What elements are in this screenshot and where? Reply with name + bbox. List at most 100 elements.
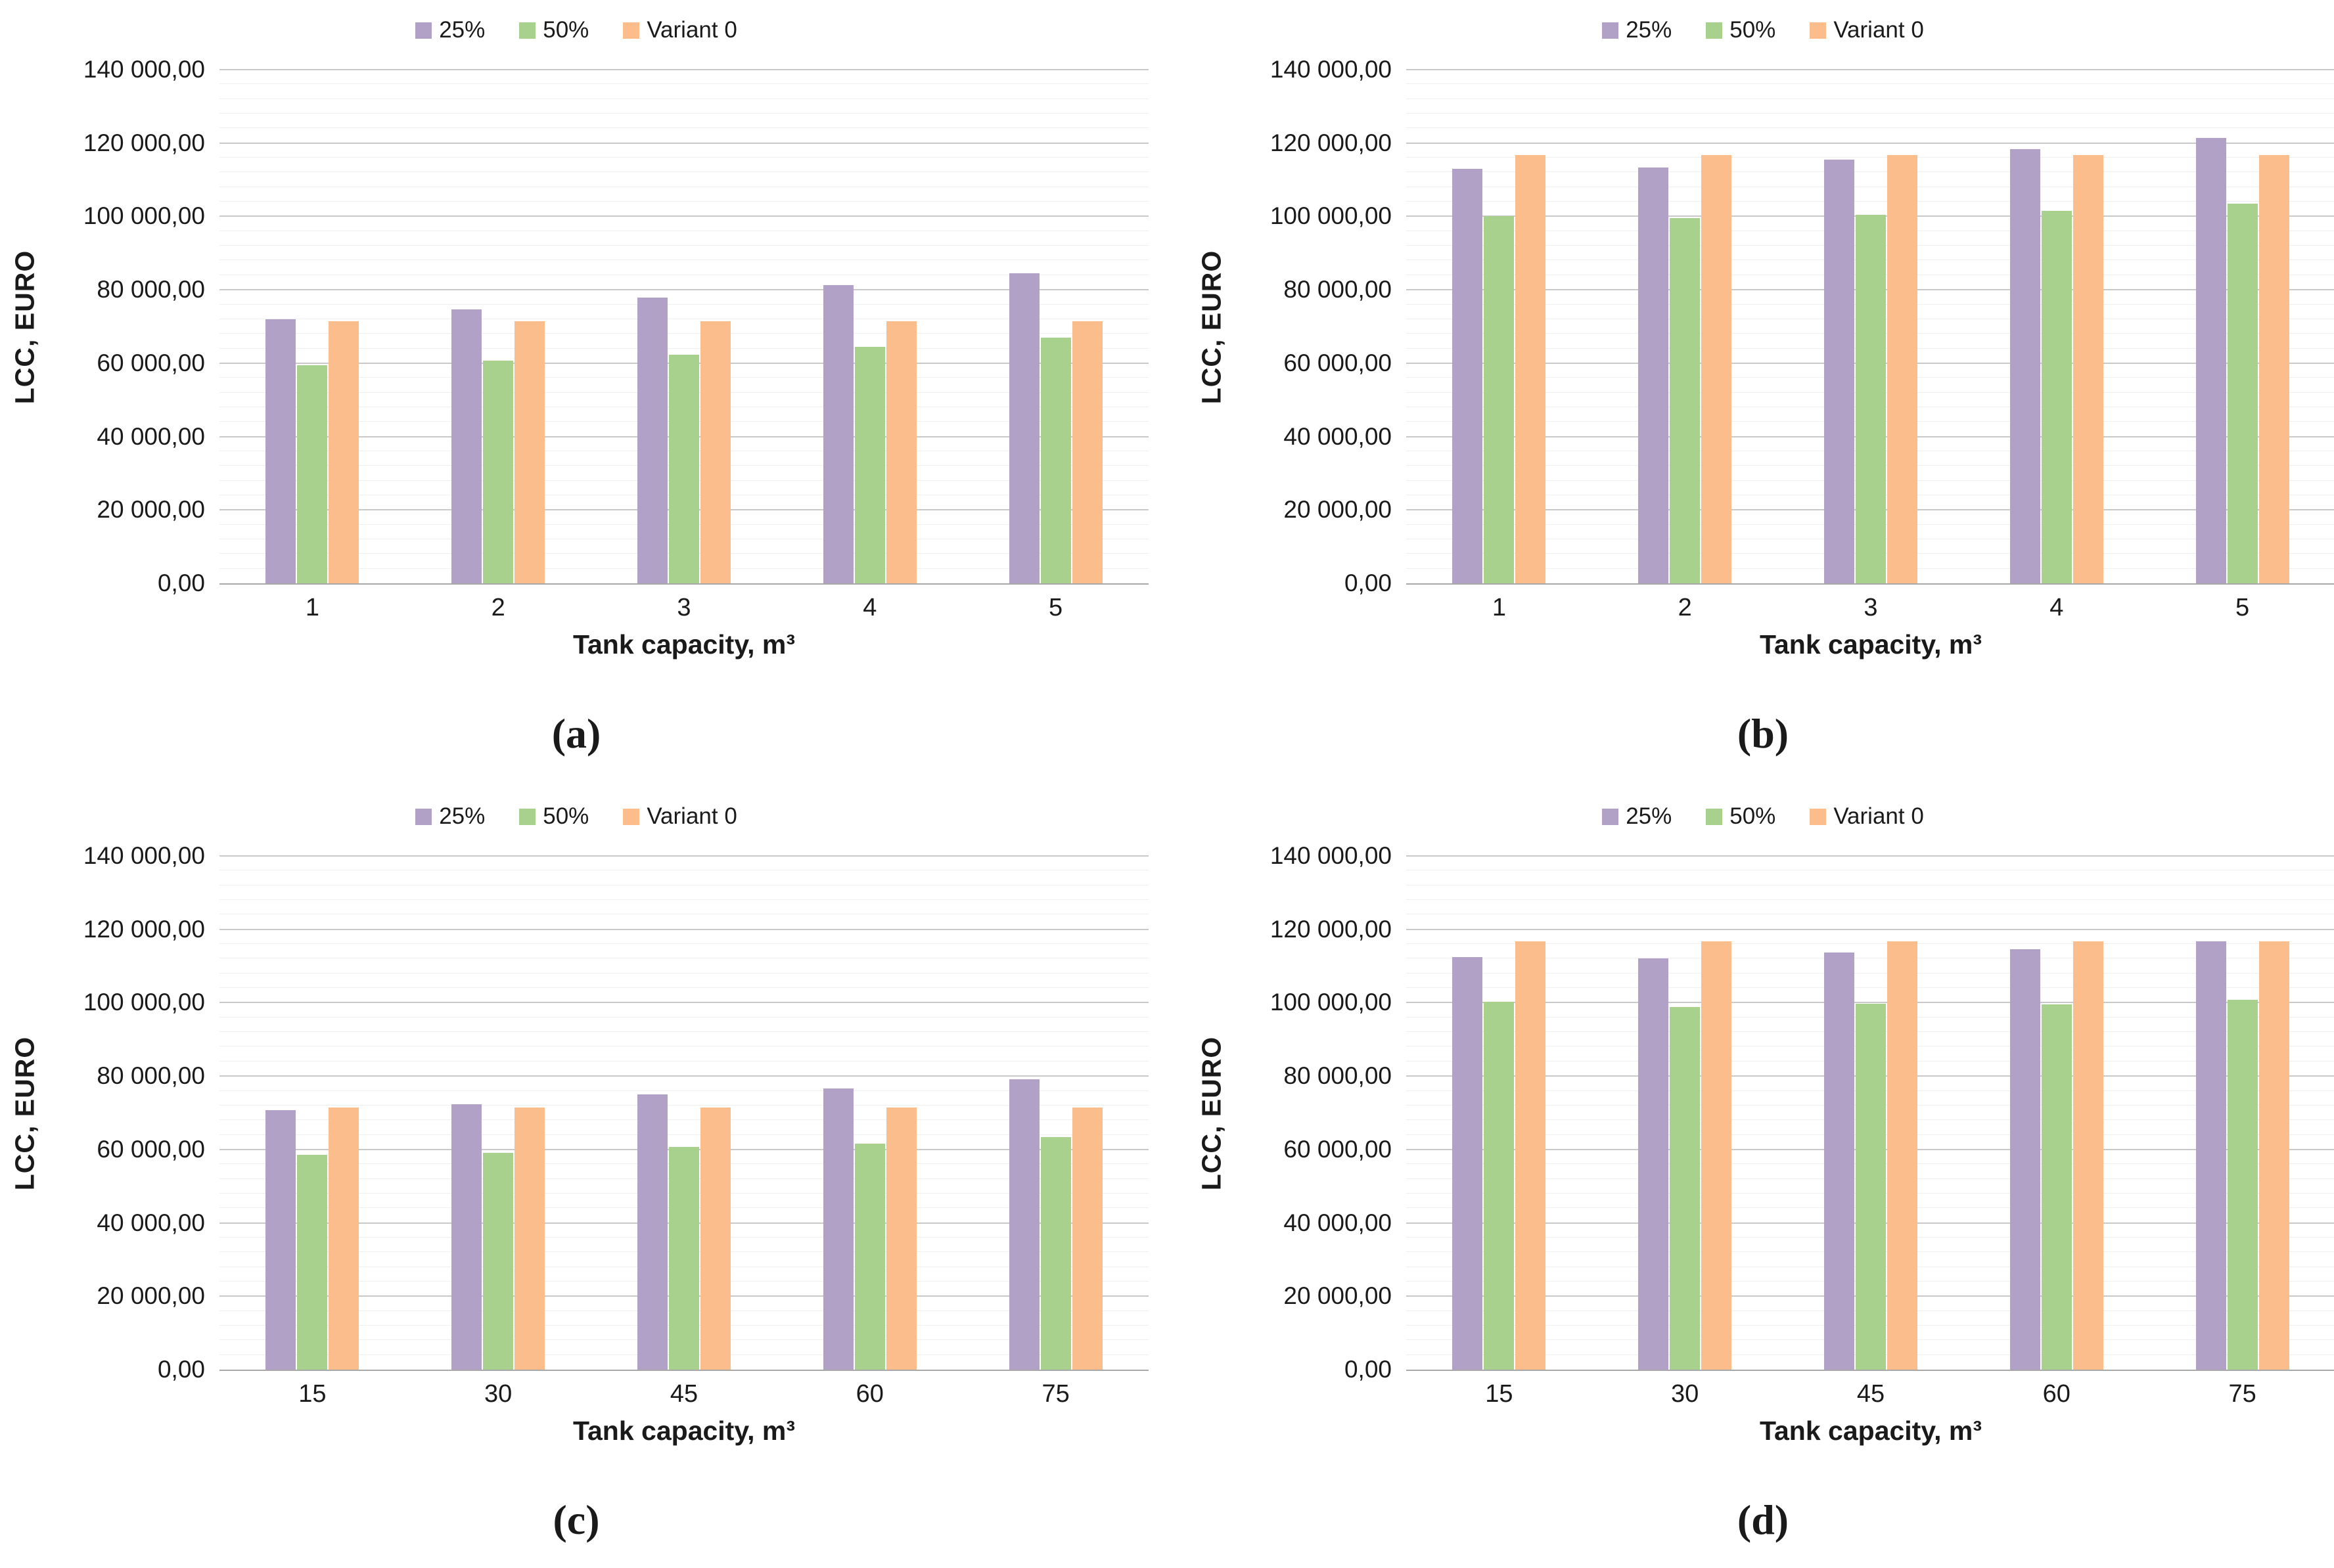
minor-gridline xyxy=(219,303,1149,305)
x-axis-title: Tank capacity, m³ xyxy=(1760,1416,1982,1446)
x-tick-label: 1 xyxy=(1492,594,1506,621)
x-axis-tick-labels: 1 2 3 4 5 xyxy=(219,594,1149,625)
minor-gridline xyxy=(219,83,1149,85)
plot-area xyxy=(219,69,1149,585)
minor-gridline xyxy=(1406,899,2334,901)
legend-label-0: 25% xyxy=(1626,803,1672,829)
bar-50-cat45 xyxy=(669,1146,699,1370)
legend-label-2: Variant 0 xyxy=(1833,803,1924,829)
bar-50-cat4 xyxy=(2041,210,2072,583)
bar-Variant0-cat3 xyxy=(1887,155,1917,583)
bar-25-cat30 xyxy=(451,1104,482,1370)
bar-Variant0-cat75 xyxy=(2258,941,2289,1370)
legend-item-0: 25% xyxy=(415,17,485,43)
bar-25-cat30 xyxy=(1638,958,1669,1370)
minor-gridline xyxy=(219,899,1149,901)
legend-label-2: Variant 0 xyxy=(1833,17,1924,43)
x-tick-label: 4 xyxy=(2049,594,2064,621)
bar-50-cat2 xyxy=(483,360,514,583)
legend: 25% 50% Variant 0 xyxy=(1189,803,2334,830)
legend-item-0: 25% xyxy=(1602,803,1672,830)
legend-swatch-0 xyxy=(1602,22,1619,39)
bar-50-cat15 xyxy=(1484,1001,1515,1370)
bar-Variant0-cat2 xyxy=(1701,155,1732,583)
legend-item-2: Variant 0 xyxy=(1810,803,1924,830)
x-tick-label: 75 xyxy=(2228,1380,2256,1408)
y-tick-label: 100 000,00 xyxy=(1270,989,1392,1016)
legend-label-0: 25% xyxy=(439,17,486,43)
x-tick-label: 3 xyxy=(1864,594,1878,621)
y-tick-label: 140 000,00 xyxy=(83,842,205,869)
bar-Variant0-cat15 xyxy=(1515,941,1546,1370)
bar-Variant0-cat75 xyxy=(1072,1107,1103,1370)
legend-swatch-1 xyxy=(519,22,536,39)
legend-item-1: 50% xyxy=(519,17,589,43)
x-tick-label: 15 xyxy=(1485,1380,1513,1408)
bar-50-cat15 xyxy=(297,1155,328,1370)
bar-50-cat1 xyxy=(1484,216,1515,583)
bar-25-cat15 xyxy=(1452,957,1483,1370)
minor-gridline xyxy=(1406,83,2334,85)
bar-Variant0-cat30 xyxy=(515,1107,545,1370)
y-tick-label: 60 000,00 xyxy=(97,1135,205,1163)
legend-item-1: 50% xyxy=(1706,17,1775,43)
x-axis-title: Tank capacity, m³ xyxy=(573,1416,795,1446)
legend-label-1: 50% xyxy=(1729,803,1776,829)
minor-gridline xyxy=(219,1090,1149,1091)
legend-swatch-0 xyxy=(1602,808,1619,825)
legend-swatch-1 xyxy=(519,808,536,825)
panel-caption: (a) xyxy=(551,710,601,757)
x-tick-label: 30 xyxy=(1671,1380,1699,1408)
minor-gridline xyxy=(219,171,1149,173)
bar-50-cat3 xyxy=(1856,215,1886,583)
x-tick-label: 30 xyxy=(484,1380,513,1408)
minor-gridline xyxy=(1406,157,2334,158)
bar-25-cat2 xyxy=(451,309,482,583)
major-gridline xyxy=(219,215,1149,217)
x-tick-label: 60 xyxy=(2042,1380,2071,1408)
legend-label-0: 25% xyxy=(439,803,486,829)
chart-panel-c: 25% 50% Variant 0 LCC, EURO 140 000,00 120 … xyxy=(3,786,1170,1568)
major-gridline xyxy=(219,855,1149,857)
major-gridline xyxy=(219,1075,1149,1077)
y-tick-label: 140 000,00 xyxy=(1270,842,1392,869)
bar-25-cat75 xyxy=(1009,1079,1040,1370)
minor-gridline xyxy=(219,1119,1149,1121)
legend-swatch-2 xyxy=(1810,808,1827,825)
minor-gridline xyxy=(1406,113,2334,114)
bar-Variant0-cat45 xyxy=(1887,941,1917,1370)
x-tick-label: 5 xyxy=(2235,594,2250,621)
bar-25-cat45 xyxy=(637,1094,668,1370)
minor-gridline xyxy=(219,347,1149,349)
bar-25-cat5 xyxy=(2195,138,2226,583)
bar-25-cat60 xyxy=(823,1088,854,1370)
x-tick-label: 2 xyxy=(491,594,505,621)
y-tick-label: 140 000,00 xyxy=(83,56,205,83)
major-gridline xyxy=(1406,69,2334,70)
bar-50-cat3 xyxy=(669,355,699,583)
bar-25-cat3 xyxy=(637,297,668,583)
y-axis-tick-labels: 140 000,00 120 000,00 100 000,00 80 000,00 6… xyxy=(3,786,205,1443)
y-tick-label: 80 000,00 xyxy=(97,1062,205,1090)
y-tick-label: 0,00 xyxy=(157,1356,205,1383)
bar-Variant0-cat1 xyxy=(1515,155,1546,583)
chart-panel-b: 25% 50% Variant 0 LCC, EURO 140 000,00 120 … xyxy=(1189,0,2334,782)
legend: 25% 50% Variant 0 xyxy=(3,803,1150,830)
bar-50-cat45 xyxy=(1856,1004,1886,1370)
legend: 25% 50% Variant 0 xyxy=(1189,17,2334,43)
y-tick-label: 120 000,00 xyxy=(1270,915,1392,943)
legend-swatch-1 xyxy=(1706,808,1723,825)
bar-25-cat4 xyxy=(2009,149,2040,583)
y-tick-label: 60 000,00 xyxy=(97,349,205,376)
y-axis-tick-labels: 140 000,00 120 000,00 100 000,00 80 000,00 6… xyxy=(3,0,205,657)
x-tick-label: 5 xyxy=(1049,594,1063,621)
major-gridline xyxy=(219,289,1149,291)
x-tick-label: 1 xyxy=(305,594,319,621)
minor-gridline xyxy=(219,127,1149,129)
x-tick-label: 2 xyxy=(1678,594,1692,621)
legend-item-0: 25% xyxy=(1602,17,1672,43)
bar-25-cat2 xyxy=(1638,167,1669,583)
minor-gridline xyxy=(219,333,1149,334)
minor-gridline xyxy=(219,157,1149,158)
